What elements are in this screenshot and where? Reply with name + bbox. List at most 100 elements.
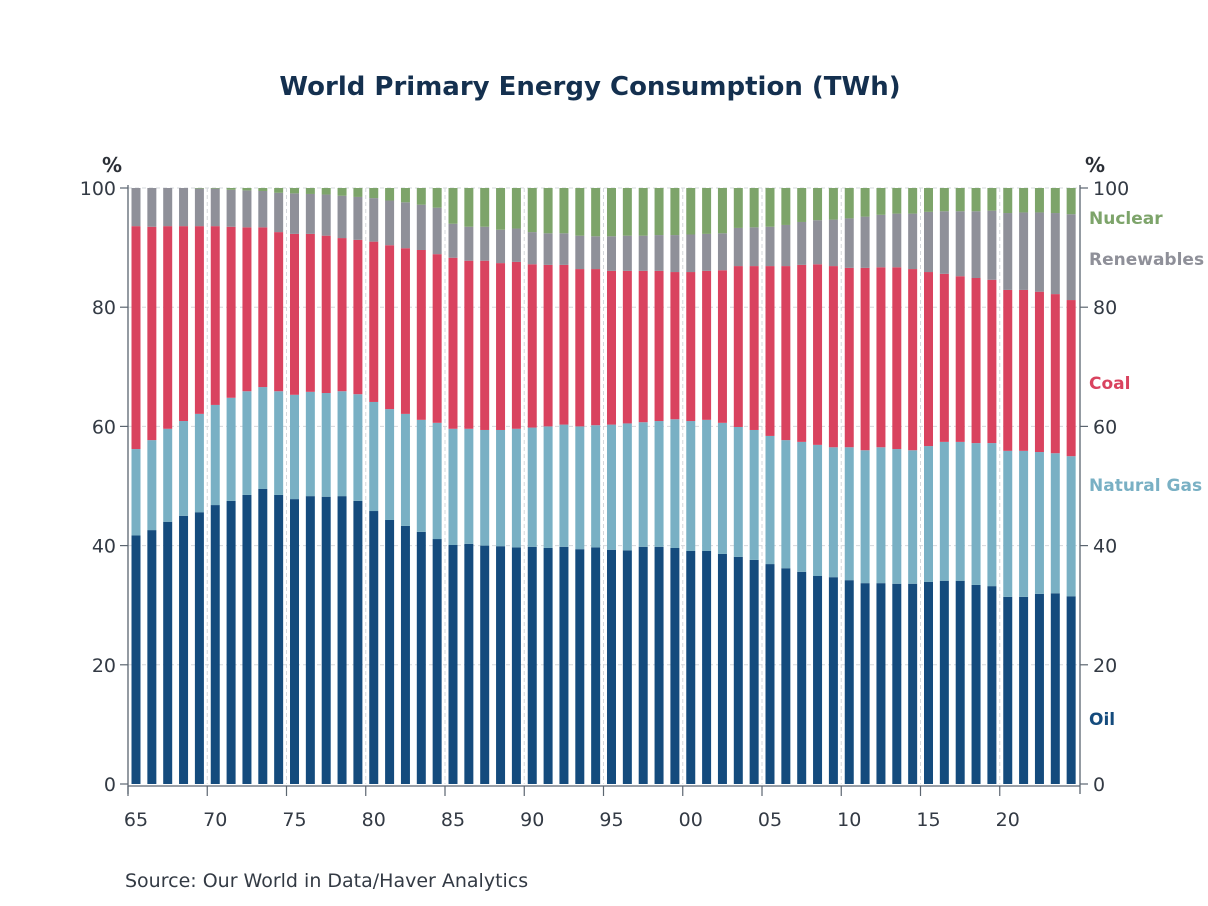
bar-segment-nuclear <box>987 188 997 211</box>
bar-segment-nuclear <box>971 188 981 212</box>
bar-stack-1994 <box>591 188 601 784</box>
bar-segment-nuclear <box>258 188 268 191</box>
bar-segment-coal <box>939 273 949 442</box>
bar-segment-renewables <box>321 194 331 236</box>
bar-segment-coal <box>908 269 918 451</box>
bar-segment-renewables <box>686 234 696 273</box>
bar-segment-oil <box>400 525 410 784</box>
bar-segment-renewables <box>226 189 236 227</box>
bar-segment-nuclear <box>1034 188 1044 213</box>
bar-segment-coal <box>464 260 474 429</box>
bar-segment-oil <box>797 571 807 784</box>
bar-segment-oil <box>733 556 743 784</box>
bar-segment-natural-gas <box>924 446 933 582</box>
bar-segment-oil <box>607 549 616 784</box>
bar-segment-natural-gas <box>290 394 299 500</box>
y-tick-label-right: 100 <box>1093 178 1129 200</box>
bar-segment-coal <box>702 270 712 420</box>
bar-segment-nuclear <box>1066 188 1076 215</box>
bar-segment-renewables <box>400 202 410 249</box>
bar-segment-renewables <box>179 188 189 227</box>
bar-segment-renewables <box>844 218 854 268</box>
x-tick-label: 05 <box>758 809 782 831</box>
bar-segment-renewables <box>860 216 870 268</box>
bar-segment-nuclear <box>480 188 490 227</box>
bar-segment-natural-gas <box>400 413 410 526</box>
bar-segment-coal <box>781 266 791 441</box>
bar-stack-1991 <box>543 188 553 784</box>
bar-segment-coal <box>543 264 553 427</box>
legend: Oil Natural Gas Coal Renewables Nuclear <box>1089 209 1204 730</box>
bar-segment-nuclear <box>686 188 696 235</box>
bar-segment-nuclear <box>797 188 807 222</box>
bar-stack-2011 <box>860 188 870 784</box>
bar-segment-natural-gas <box>131 449 141 536</box>
bar-stack-2023 <box>1050 188 1060 784</box>
bar-segment-oil <box>432 539 442 784</box>
bar-segment-renewables <box>733 227 743 267</box>
bar-segment-natural-gas <box>369 401 379 512</box>
bar-segment-natural-gas <box>733 427 743 557</box>
bar-stack-1969 <box>194 188 204 784</box>
bar-segment-coal <box>511 261 521 429</box>
bar-segment-renewables <box>242 190 252 228</box>
bar-segment-oil <box>147 530 157 784</box>
bar-segment-oil <box>813 576 823 784</box>
bar-segment-nuclear <box>749 188 759 228</box>
bar-segment-natural-gas <box>860 450 870 584</box>
bar-segment-renewables <box>765 226 775 267</box>
y-tick-label-right: 40 <box>1093 536 1117 558</box>
bar-segment-renewables <box>670 235 680 273</box>
bar-segment-oil <box>828 577 838 784</box>
x-tick-label: 10 <box>837 809 861 831</box>
bar-stack-1986 <box>464 188 474 784</box>
bar-segment-nuclear <box>337 188 347 196</box>
y-tick-label-left: 40 <box>92 536 116 558</box>
bar-segment-nuclear <box>511 188 521 229</box>
bar-segment-nuclear <box>702 188 712 234</box>
bar-stack-2024 <box>1066 188 1076 784</box>
bar-segment-natural-gas <box>749 429 759 560</box>
bar-segment-coal <box>607 270 616 425</box>
bar-stack-2008 <box>813 188 823 784</box>
bar-segment-natural-gas <box>575 426 585 550</box>
bar-segment-renewables <box>1050 213 1060 295</box>
bar-segment-renewables <box>1003 213 1013 290</box>
bar-segment-renewables <box>559 233 569 265</box>
bar-segment-oil <box>1003 596 1013 784</box>
bar-segment-coal <box>305 233 315 392</box>
bar-segment-oil <box>258 488 268 784</box>
bar-stack-2019 <box>987 188 997 784</box>
bar-segment-renewables <box>607 236 616 271</box>
bar-segment-coal <box>337 238 347 392</box>
bar-segment-renewables <box>480 226 490 261</box>
bar-stack-2012 <box>876 188 886 784</box>
bar-segment-nuclear <box>194 188 204 189</box>
bar-segment-natural-gas <box>353 394 363 501</box>
bar-segment-renewables <box>591 236 601 270</box>
bar-segment-nuclear <box>908 188 918 214</box>
bar-segment-nuclear <box>274 188 284 193</box>
bar-stack-2017 <box>955 188 965 784</box>
bar-stack-2021 <box>1019 188 1029 784</box>
bar-stack-1982 <box>400 188 410 784</box>
bar-segment-renewables <box>797 221 807 265</box>
bar-segment-coal <box>274 232 284 392</box>
bar-segment-oil <box>448 545 458 784</box>
y-unit-right: % <box>1085 153 1105 177</box>
bar-segment-renewables <box>1066 214 1076 301</box>
bar-segment-renewables <box>511 228 521 262</box>
bar-stack-2006 <box>781 188 791 784</box>
bar-segment-oil <box>353 500 363 784</box>
bar-stack-1975 <box>290 188 299 784</box>
bar-segment-coal <box>226 226 236 398</box>
bar-segment-renewables <box>210 188 220 227</box>
bar-segment-coal <box>448 257 458 429</box>
bar-stack-2000 <box>686 188 696 784</box>
bar-segment-oil <box>369 511 379 784</box>
bar-segment-oil <box>591 547 601 784</box>
y-tick-label-left: 20 <box>92 655 116 677</box>
bar-segment-renewables <box>971 211 981 278</box>
bar-segment-oil <box>179 515 189 784</box>
bar-segment-renewables <box>749 227 759 267</box>
